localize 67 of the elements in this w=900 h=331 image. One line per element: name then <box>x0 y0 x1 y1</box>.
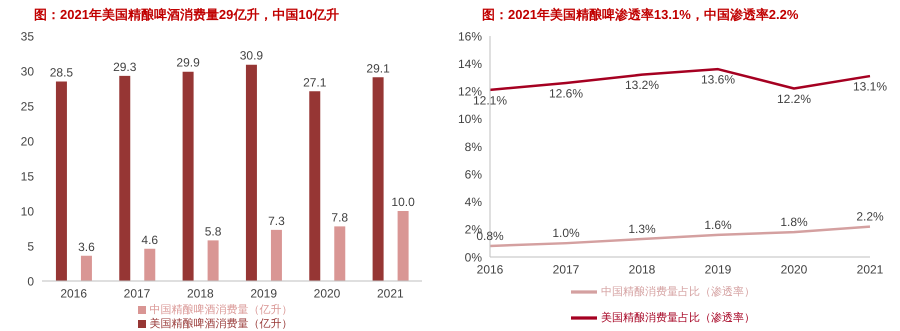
y-tick-label: 8% <box>464 140 482 154</box>
bar <box>246 64 257 281</box>
legend-label: 美国精酿啤酒消费量（亿升） <box>150 318 292 330</box>
x-tick-label: 2016 <box>60 286 88 301</box>
bar <box>334 226 346 281</box>
bar <box>119 76 130 281</box>
x-tick-label: 2018 <box>628 262 656 277</box>
y-tick-label: 25 <box>20 99 34 114</box>
y-tick-label: 6% <box>464 167 482 182</box>
y-tick-label: 10 <box>20 204 34 218</box>
bar <box>144 248 156 281</box>
bar <box>398 211 409 281</box>
y-tick-label: 10% <box>458 112 482 126</box>
y-tick-label: 16% <box>458 29 482 44</box>
data-label: 27.1 <box>303 75 327 90</box>
x-tick-label: 2021 <box>376 286 404 301</box>
y-tick-label: 0 <box>27 274 34 288</box>
data-label: 7.8 <box>331 210 348 224</box>
data-label: 7.3 <box>268 214 286 228</box>
x-tick-label: 2018 <box>186 286 214 301</box>
data-label: 1.3% <box>628 222 656 236</box>
data-label: 1.6% <box>704 218 732 232</box>
y-tick-label: 0% <box>464 250 482 264</box>
bar <box>56 82 67 281</box>
data-label: 13.6% <box>700 72 736 87</box>
x-tick-label: 2019 <box>250 286 278 301</box>
data-label: 5.8 <box>204 224 222 238</box>
y-tick-label: 15 <box>20 169 34 184</box>
data-label: 30.9 <box>240 48 264 63</box>
data-label: 13.2% <box>624 78 660 92</box>
chart-title: 图：2021年美国精酿啤酒消费量29亿升，中国10亿升 <box>33 6 340 24</box>
x-tick-label: 2020 <box>780 262 808 277</box>
y-tick-label: 5 <box>27 239 34 254</box>
data-label: 3.6 <box>78 240 96 254</box>
data-label: 4.6 <box>141 232 158 247</box>
x-tick-label: 2016 <box>476 262 504 277</box>
data-label: 28.5 <box>50 66 74 80</box>
y-tick-label: 35 <box>20 29 34 44</box>
bar <box>270 230 282 281</box>
data-label: 1.8% <box>780 215 808 230</box>
y-tick-label: 4% <box>464 195 482 210</box>
data-label: 29.1 <box>366 61 390 76</box>
data-label: 1.0% <box>552 226 580 240</box>
data-label: 10.0 <box>391 195 416 209</box>
legend-label: 中国精酿消费量占比（渗透率） <box>601 286 755 298</box>
legend-label: 美国精酿消费量占比（渗透率） <box>601 312 755 324</box>
bar <box>80 256 92 281</box>
x-tick-label: 2017 <box>552 262 580 277</box>
y-tick-label: 14% <box>458 56 482 71</box>
bar <box>208 240 219 281</box>
bar <box>182 72 194 281</box>
data-label: 29.3 <box>113 60 137 74</box>
x-tick-label: 2017 <box>124 286 151 301</box>
y-tick-label: 30 <box>20 64 34 78</box>
legend-label: 中国精酿啤酒消费量（亿升） <box>150 304 292 316</box>
data-label: 29.9 <box>176 56 200 70</box>
x-tick-label: 2020 <box>314 286 341 301</box>
data-label: 12.6% <box>548 86 584 100</box>
bar <box>372 77 384 281</box>
chart-title: 图：2021年美国精酿啤渗透率13.1%，中国渗透率2.2% <box>481 6 800 24</box>
x-tick-label: 2019 <box>704 262 732 277</box>
x-tick-label: 2021 <box>856 262 884 277</box>
data-label: 2.2% <box>856 210 884 224</box>
data-label: 12.2% <box>776 92 812 106</box>
bar <box>309 91 320 281</box>
y-tick-label: 20 <box>20 134 34 148</box>
data-label: 13.1% <box>852 80 888 94</box>
